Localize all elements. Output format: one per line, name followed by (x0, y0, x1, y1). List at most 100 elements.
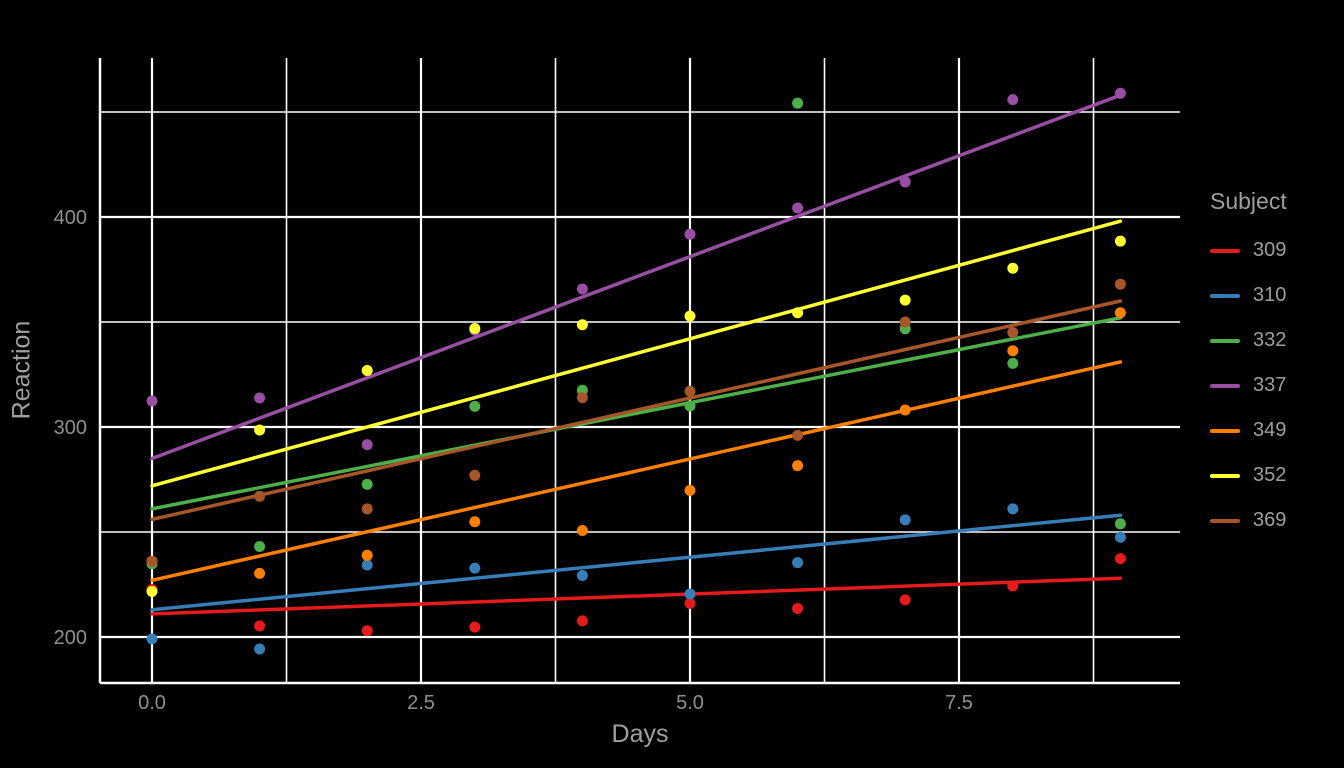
data-point-369 (254, 490, 266, 502)
legend-label: 352 (1253, 464, 1287, 486)
legend-key-line-icon (1210, 383, 1240, 388)
data-point-332 (469, 400, 481, 412)
data-point-310 (576, 569, 588, 581)
data-point-349 (361, 549, 373, 561)
data-point-349 (576, 525, 588, 537)
data-point-352 (1007, 262, 1019, 274)
x-tick-label: 7.5 (945, 692, 973, 714)
data-point-310 (1007, 503, 1019, 515)
legend-item-349: 349 (1210, 419, 1340, 442)
data-point-369 (1114, 278, 1126, 290)
fit-line-352 (150, 219, 1123, 488)
y-tick-label: 400 (54, 207, 87, 229)
data-point-310 (254, 643, 266, 655)
data-point-352 (146, 585, 158, 597)
legend-item-337: 337 (1210, 374, 1340, 397)
fit-line-369 (150, 299, 1123, 522)
legend-label: 349 (1253, 419, 1287, 441)
x-tick-label: 2.5 (407, 692, 435, 714)
fit-line-332 (150, 316, 1123, 511)
legend-item-310: 310 (1210, 284, 1340, 307)
legend-key-line-icon (1210, 473, 1240, 478)
fit-line-309 (150, 576, 1123, 616)
legend-key-line-icon (1210, 248, 1240, 253)
data-point-349 (254, 567, 266, 579)
data-point-352 (469, 323, 481, 335)
data-point-310 (899, 514, 911, 526)
data-point-332 (792, 97, 804, 109)
data-point-309 (469, 621, 481, 633)
data-point-349 (1114, 307, 1126, 319)
legend-items: 309 310 332 337 349 352 369 (1210, 239, 1340, 532)
data-point-352 (899, 294, 911, 306)
x-axis-title: Days (611, 720, 669, 748)
fit-line-337 (150, 93, 1123, 461)
legend-label: 310 (1253, 284, 1287, 306)
data-point-337 (146, 395, 158, 407)
data-point-369 (469, 469, 481, 481)
data-point-309 (1007, 580, 1019, 592)
data-point-369 (1007, 327, 1019, 338)
y-axis-title: Reaction (7, 320, 36, 420)
legend-key-line-icon (1210, 338, 1240, 343)
data-point-349 (469, 516, 481, 528)
data-point-337 (254, 392, 266, 404)
legend-label: 332 (1253, 329, 1287, 351)
data-point-309 (684, 597, 696, 609)
data-point-309 (254, 620, 266, 632)
data-point-349 (899, 404, 911, 416)
data-point-352 (684, 310, 696, 322)
data-point-369 (146, 555, 158, 567)
data-point-352 (576, 319, 588, 331)
data-point-309 (1114, 553, 1126, 565)
data-point-352 (361, 365, 373, 377)
data-point-337 (899, 176, 911, 188)
data-point-352 (1114, 235, 1126, 247)
legend-label: 369 (1253, 509, 1287, 531)
data-point-349 (792, 460, 804, 472)
data-point-310 (469, 562, 481, 574)
data-point-337 (1007, 94, 1019, 106)
data-point-337 (1114, 87, 1126, 99)
legend-item-352: 352 (1210, 464, 1340, 487)
data-point-332 (254, 540, 266, 552)
fit-line-349 (150, 360, 1123, 583)
legend-label: 337 (1253, 374, 1287, 396)
y-tick-label: 200 (54, 627, 87, 649)
legend-item-369: 369 (1210, 509, 1340, 532)
data-point-337 (684, 228, 696, 240)
data-point-309 (576, 615, 588, 627)
legend: Subject 309 310 332 337 349 352 369 (1210, 188, 1340, 554)
data-point-349 (684, 484, 696, 496)
data-point-369 (684, 385, 696, 397)
data-point-310 (684, 588, 696, 600)
data-point-337 (576, 283, 588, 295)
x-tick-label: 0.0 (138, 692, 166, 714)
data-point-310 (361, 559, 373, 571)
data-point-332 (1007, 357, 1019, 369)
legend-item-309: 309 (1210, 239, 1340, 262)
data-point-332 (361, 478, 373, 490)
data-point-369 (899, 316, 911, 328)
data-point-310 (1114, 531, 1126, 543)
data-point-310 (792, 557, 804, 569)
data-point-369 (792, 429, 804, 441)
data-point-369 (361, 503, 373, 515)
data-point-349 (1007, 345, 1019, 357)
data-point-337 (792, 202, 804, 214)
legend-key-line-icon (1210, 518, 1240, 523)
data-point-309 (792, 602, 804, 614)
legend-key-line-icon (1210, 428, 1240, 433)
data-point-352 (792, 307, 804, 319)
data-point-309 (361, 625, 373, 637)
data-point-369 (576, 392, 588, 404)
x-tick-label: 5.0 (676, 692, 704, 714)
y-tick-label: 300 (54, 417, 87, 439)
data-point-332 (684, 400, 696, 412)
legend-key-line-icon (1210, 293, 1240, 298)
data-point-332 (1114, 518, 1126, 530)
legend-item-332: 332 (1210, 329, 1340, 352)
data-point-352 (254, 424, 266, 436)
